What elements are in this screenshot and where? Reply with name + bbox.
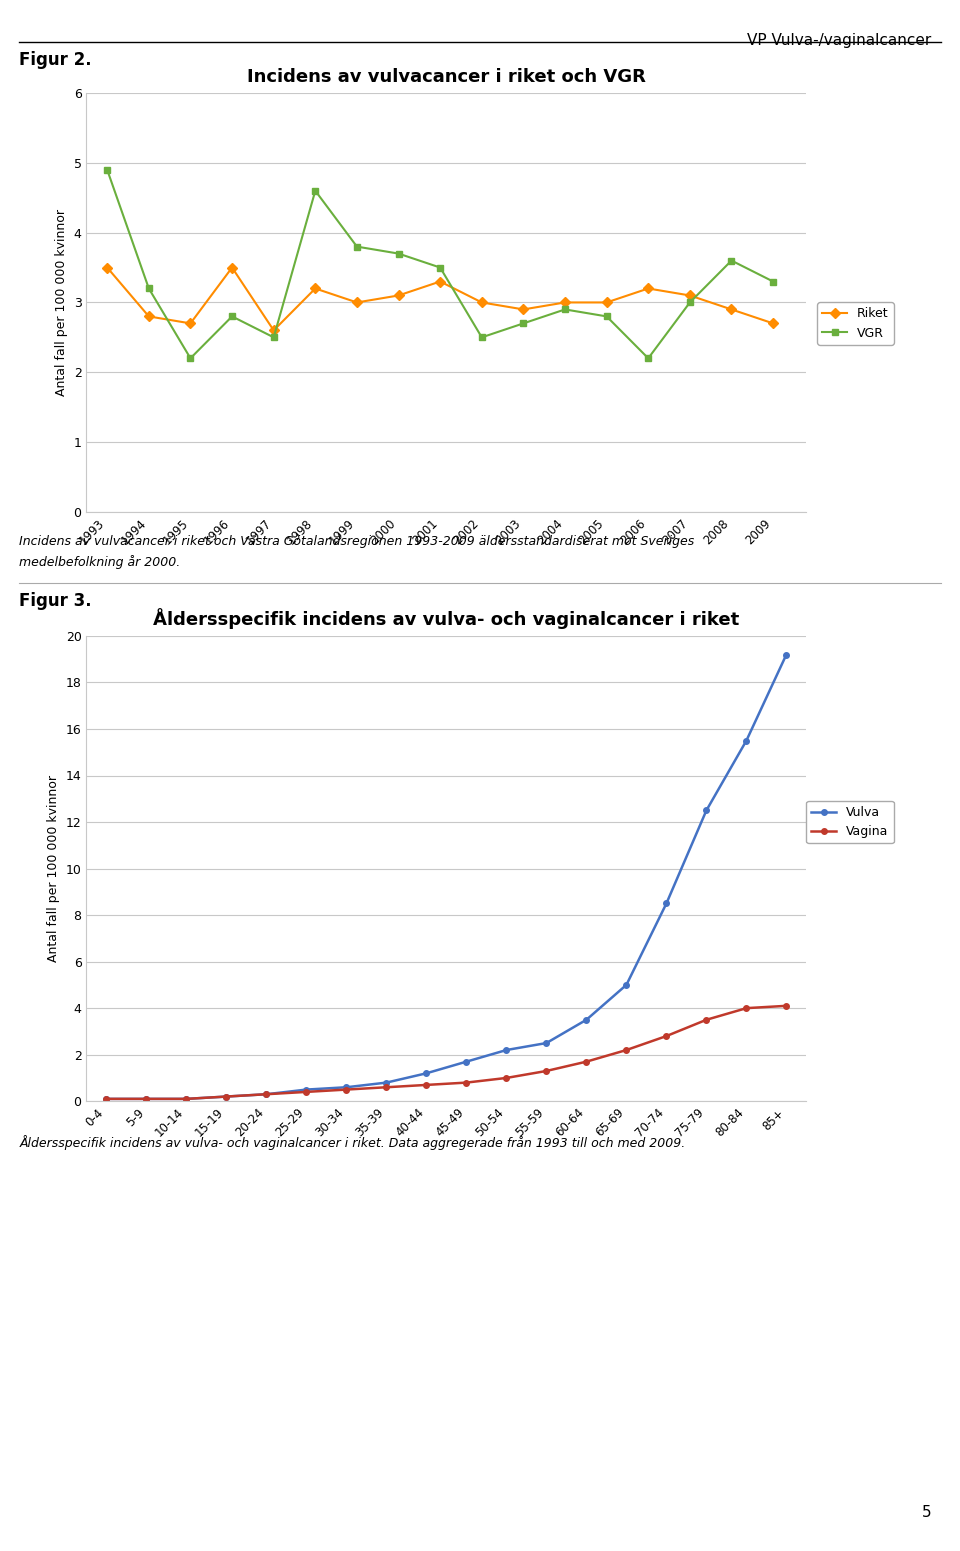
Vulva [180,1089,192,1107]
VGR [102,160,113,178]
Vulva [540,1033,552,1052]
Vulva [581,1011,592,1030]
Text: 5: 5 [922,1504,931,1520]
Riket [143,307,155,326]
Vagina [420,1076,432,1095]
Riket [227,257,238,276]
VGR [642,349,654,368]
Vulva [380,1073,392,1092]
Line: VGR: VGR [104,166,777,361]
Text: Figur 3.: Figur 3. [19,592,92,611]
Riket [393,285,404,304]
Text: Åldersspecifik incidens av vulva- och vaginalcancer i riket. Data aggregerade fr: Åldersspecifik incidens av vulva- och va… [19,1135,685,1151]
Riket [560,293,571,312]
Vagina [140,1089,152,1107]
Riket [601,293,612,312]
Vagina [221,1087,232,1106]
Vulva [741,731,753,749]
Vagina [701,1011,712,1030]
Riket [102,257,113,276]
Vagina [180,1089,192,1107]
VGR [767,273,779,292]
Riket [309,279,321,298]
Vulva [501,1041,513,1059]
VGR [726,251,737,270]
Vagina [741,999,753,1017]
Vagina [341,1079,352,1098]
Vulva [341,1078,352,1097]
VGR [393,244,404,262]
Legend: Vulva, Vagina: Vulva, Vagina [806,800,894,844]
VGR [268,329,279,347]
Line: Riket: Riket [104,264,777,333]
Riket [351,293,363,312]
Riket [184,313,196,332]
Vulva [620,976,632,994]
VGR [184,349,196,368]
Riket [476,293,488,312]
Title: Åldersspecifik incidens av vulva- och vaginalcancer i riket: Åldersspecifik incidens av vulva- och va… [154,608,739,628]
Vulva [101,1089,112,1107]
Riket [684,285,696,304]
Vulva [260,1086,273,1104]
VGR [476,329,488,347]
Text: medelbefolkning år 2000.: medelbefolkning år 2000. [19,555,180,569]
Vagina [780,997,792,1016]
VGR [351,237,363,256]
Text: Incidens av vulvacancer i riket och Västra Götalandsregionen 1993-2009 älderssta: Incidens av vulvacancer i riket och Väst… [19,535,694,548]
Y-axis label: Antal fall per 100 000 kvinnor: Antal fall per 100 000 kvinnor [55,209,68,396]
Y-axis label: Antal fall per 100 000 kvinnor: Antal fall per 100 000 kvinnor [47,776,60,962]
VGR [601,307,612,326]
Vagina [581,1052,592,1070]
Text: Figur 2.: Figur 2. [19,51,92,70]
VGR [560,301,571,320]
VGR [684,293,696,312]
Vagina [101,1089,112,1107]
Riket [268,321,279,340]
VGR [227,307,238,326]
Text: VP Vulva-/vaginalcancer: VP Vulva-/vaginalcancer [747,33,931,48]
VGR [517,313,529,332]
Vagina [501,1069,513,1087]
Riket [767,313,779,332]
Vulva [420,1064,432,1083]
VGR [309,181,321,200]
Vagina [620,1041,632,1059]
Vulva [780,645,792,664]
Riket [726,301,737,320]
Vagina [660,1027,672,1045]
Title: Incidens av vulvacancer i riket och VGR: Incidens av vulvacancer i riket och VGR [247,68,646,85]
Vulva [461,1052,472,1070]
Vulva [140,1089,152,1107]
Vagina [260,1086,273,1104]
Legend: Riket, VGR: Riket, VGR [817,302,894,344]
Vulva [701,800,712,819]
Line: Vulva: Vulva [104,651,789,1101]
VGR [143,279,155,298]
Vagina [461,1073,472,1092]
Riket [517,301,529,320]
Riket [642,279,654,298]
VGR [434,257,445,276]
Vagina [300,1083,312,1101]
Vagina [380,1078,392,1097]
Vulva [221,1087,232,1106]
Vagina [540,1061,552,1079]
Riket [434,273,445,292]
Vulva [660,893,672,912]
Line: Vagina: Vagina [104,1003,789,1101]
Vulva [300,1079,312,1098]
